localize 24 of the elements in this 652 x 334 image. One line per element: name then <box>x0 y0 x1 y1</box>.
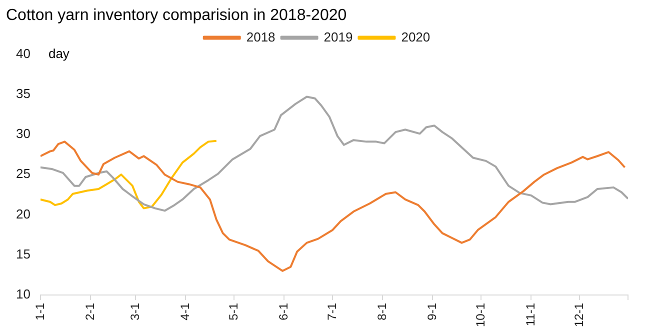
x-tick-label: 2-1 <box>82 302 97 320</box>
x-tick-label: 11-1 <box>523 302 538 326</box>
x-tick-label: 12-1 <box>572 302 586 328</box>
x-tick-label: 3-1 <box>128 302 142 320</box>
x-tick-label: 10-1 <box>473 302 488 328</box>
x-tick-label: 1-1 <box>32 302 47 320</box>
y-tick-label: 40 <box>16 46 30 61</box>
legend-label: 2019 <box>324 29 353 44</box>
x-tick-label: 6-1 <box>276 302 291 320</box>
legend-label: 2020 <box>401 29 430 44</box>
y-axis-title: day <box>48 46 70 61</box>
legend-label: 2018 <box>246 29 276 44</box>
x-tick-label: 7-1 <box>324 302 339 320</box>
y-tick-label: 30 <box>16 126 30 142</box>
y-tick-label: 35 <box>16 86 30 101</box>
x-tick-label: 9-1 <box>425 302 440 320</box>
y-tick-label: 20 <box>16 206 30 222</box>
chart-title: Cotton yarn inventory comparision in 2018-2020 <box>6 7 347 24</box>
y-tick-label: 25 <box>16 166 30 182</box>
x-tick-label: 5-1 <box>226 302 240 320</box>
y-tick-label: 10 <box>16 286 30 302</box>
y-tick-label: 15 <box>16 246 30 262</box>
x-tick-label: 4-1 <box>178 302 192 320</box>
x-tick-label: 8-1 <box>374 302 389 320</box>
